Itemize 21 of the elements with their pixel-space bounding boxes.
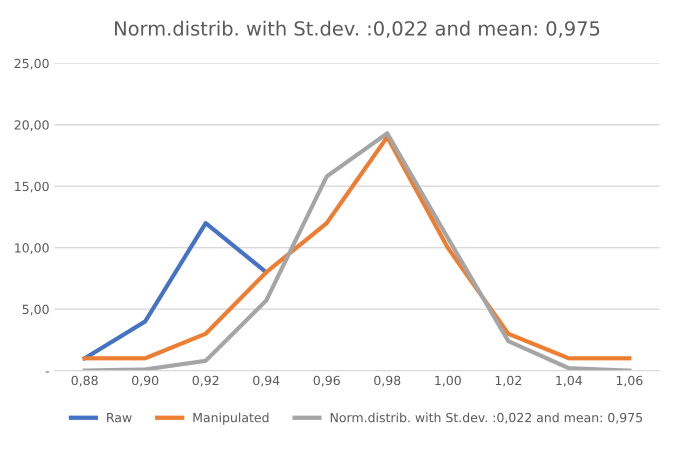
- chart-title: Norm.distrib. with St.dev. :0,022 and mean: 0,975: [115, 20, 600, 38]
- y-tick-label: 10,00: [15, 243, 49, 254]
- y-tick-label: -: [46, 371, 49, 372]
- x-tick-label: 1,02: [496, 376, 521, 386]
- x-tick-label: 1,06: [616, 376, 642, 386]
- y-tick-label: 5,00: [22, 304, 49, 316]
- y-tick-label: 25,00: [14, 58, 49, 70]
- legend-label: Manipulated: [193, 412, 268, 425]
- x-tick-label: 0,90: [132, 376, 158, 386]
- legend-label: Norm.distrib. with St.dev. :0,022 and mean: 0,975: [330, 412, 642, 424]
- x-tick-label: 1,00: [435, 376, 461, 386]
- x-tick-label: 1,04: [556, 376, 582, 386]
- x-tick-label: 0,88: [72, 376, 98, 386]
- y-tick-label: 15,00: [15, 182, 49, 192]
- x-tick-label: 0,94: [253, 376, 280, 386]
- line-series: [82, 221, 268, 360]
- y-tick-label: 20,00: [14, 120, 49, 131]
- legend-label: Raw: [107, 413, 132, 422]
- x-tick-label: 0,96: [314, 376, 340, 386]
- x-tick-label: 0,92: [192, 376, 218, 386]
- x-tick-label: 0,98: [374, 376, 400, 386]
